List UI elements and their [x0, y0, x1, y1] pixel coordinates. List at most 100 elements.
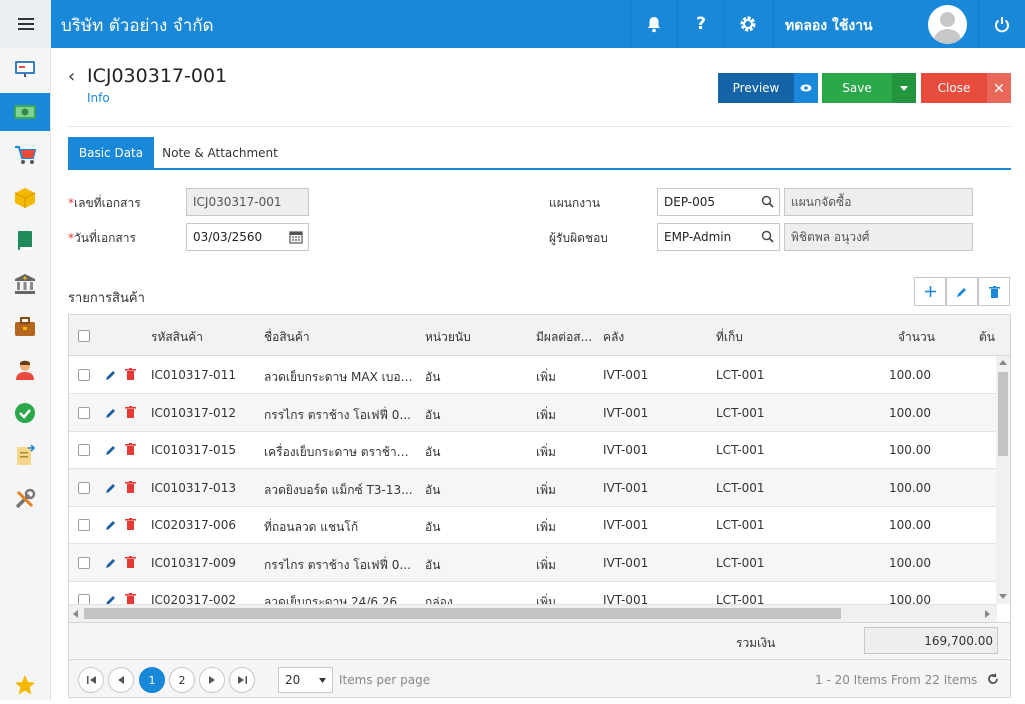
row-edit-pencil-icon[interactable]	[105, 407, 117, 419]
avatar[interactable]	[928, 5, 967, 44]
row-delete-trash-icon[interactable]	[125, 405, 136, 418]
doc-date-field[interactable]: 03/03/2560	[186, 223, 309, 251]
tab-basic-data[interactable]: Basic Data	[68, 137, 154, 168]
table-row[interactable]: IC010317-013 ลวดยิงบอร์ด แม็กซ์ T3-13... อ…	[69, 468, 997, 507]
close-button[interactable]: Close	[921, 73, 987, 103]
col-name[interactable]: ชื่อสินค้า	[264, 330, 310, 344]
help-icon[interactable]: ?	[696, 14, 706, 34]
power-icon[interactable]	[979, 0, 1025, 48]
notification-bell-icon[interactable]	[631, 0, 677, 48]
close-x-icon[interactable]	[987, 73, 1011, 103]
calendar-icon[interactable]	[289, 230, 303, 244]
horizontal-scroll-thumb[interactable]	[84, 608, 841, 619]
scroll-up-arrow-icon[interactable]	[999, 360, 1007, 365]
col-qty[interactable]: จำนวน	[898, 330, 935, 344]
row-delete-trash-icon[interactable]	[125, 518, 136, 530]
sidebar-item-presentation[interactable]	[0, 50, 50, 88]
row-delete-trash-icon[interactable]	[125, 443, 136, 455]
horizontal-scrollbar[interactable]	[69, 604, 997, 622]
owner-code-field[interactable]: EMP-Admin	[657, 223, 780, 251]
sidebar-item-favorites[interactable]	[0, 666, 50, 704]
sidebar-item-money[interactable]	[0, 93, 50, 131]
scroll-right-arrow-icon[interactable]	[985, 610, 990, 618]
sidebar-item-bank[interactable]	[0, 265, 50, 303]
vertical-scroll-thumb[interactable]	[998, 372, 1008, 456]
col-code[interactable]: รหัสสินค้า	[151, 330, 203, 344]
username[interactable]: ทดลอง ใช้งาน	[785, 18, 873, 34]
page-1-button[interactable]: 1	[139, 667, 165, 693]
tab-note-attachment[interactable]: Note & Attachment	[162, 145, 278, 160]
total-label: รวมเงิน	[736, 636, 776, 650]
row-checkbox[interactable]	[78, 481, 90, 494]
sidebar-item-approve[interactable]	[0, 394, 50, 432]
select-all-checkbox[interactable]	[78, 330, 90, 342]
next-page-icon[interactable]	[199, 667, 225, 693]
sidebar-item-cart[interactable]	[0, 136, 50, 174]
row-edit-pencil-icon[interactable]	[105, 444, 117, 456]
table-row[interactable]: IC010317-009 กรรไกร ตราช้าง โอเฟฟี่ 0... อ…	[69, 543, 997, 582]
cell-effect: เพิ่ม	[536, 370, 556, 384]
col-location[interactable]: ที่เก็บ	[716, 330, 743, 344]
add-row-button[interactable]	[914, 277, 946, 306]
row-checkbox[interactable]	[78, 556, 90, 569]
dept-code-field[interactable]: DEP-005	[657, 188, 780, 216]
table-row[interactable]: IC020317-002 ลวดเย็บกระดาษ 24/6 26 กล่อง เพ…	[69, 581, 997, 604]
row-edit-pencil-icon[interactable]	[105, 369, 117, 381]
row-delete-trash-icon[interactable]	[125, 593, 136, 604]
refresh-icon[interactable]	[987, 673, 999, 685]
doc-date-label: *วันที่เอกสาร	[68, 231, 136, 245]
row-edit-pencil-icon[interactable]	[105, 519, 117, 531]
scroll-down-arrow-icon[interactable]	[999, 594, 1007, 599]
page-2-button[interactable]: 2	[169, 667, 195, 693]
settings-gear-icon[interactable]	[725, 0, 771, 48]
cell-qty: 100.00	[889, 518, 931, 532]
table-row[interactable]: IC010317-015 เครื่องเย็บกระดาษ ตราช้าง ..…	[69, 431, 997, 469]
col-warehouse[interactable]: คลัง	[603, 330, 625, 344]
delete-row-button[interactable]	[978, 277, 1010, 306]
table-row[interactable]: IC020317-006 ที่ถอนลวด แชนโก้ อัน เพิ่ม IVT-…	[69, 506, 997, 544]
table-row[interactable]: IC010317-011 ลวดเย็บกระดาษ MAX เบอร์... อั…	[69, 356, 997, 394]
col-effect[interactable]: มีผลต่อส...	[536, 330, 593, 344]
cell-unit: อัน	[425, 370, 441, 384]
row-edit-pencil-icon[interactable]	[105, 482, 117, 494]
divider	[67, 126, 1011, 127]
preview-eye-icon[interactable]	[794, 73, 818, 103]
first-page-icon[interactable]	[78, 667, 104, 693]
row-checkbox[interactable]	[78, 519, 90, 531]
sidebar-item-export[interactable]	[0, 437, 50, 475]
row-checkbox[interactable]	[78, 369, 90, 381]
sidebar-item-book[interactable]	[0, 222, 50, 260]
cell-qty: 100.00	[889, 443, 931, 457]
sidebar-item-user[interactable]	[0, 351, 50, 389]
vertical-scrollbar[interactable]	[996, 356, 1010, 604]
save-dropdown-chevron-icon[interactable]	[892, 73, 916, 103]
row-delete-trash-icon[interactable]	[125, 480, 136, 493]
row-delete-trash-icon[interactable]	[125, 555, 136, 568]
save-button[interactable]: Save	[822, 73, 892, 103]
row-edit-pencil-icon[interactable]	[105, 594, 117, 604]
sidebar-item-briefcase[interactable]	[0, 308, 50, 346]
row-checkbox[interactable]	[78, 444, 90, 456]
row-checkbox[interactable]	[78, 406, 90, 419]
edit-row-button[interactable]	[946, 277, 978, 306]
page-size-select[interactable]: 20	[278, 667, 333, 693]
document-title: ICJ030317-001	[87, 65, 228, 87]
row-checkbox[interactable]	[78, 594, 90, 604]
row-delete-trash-icon[interactable]	[125, 368, 136, 380]
col-cost[interactable]: ต้น	[979, 330, 995, 344]
cell-name: ลวดเย็บกระดาษ MAX เบอร์...	[264, 370, 414, 384]
row-edit-pencil-icon[interactable]	[105, 557, 117, 569]
prev-page-icon[interactable]	[108, 667, 134, 693]
col-unit[interactable]: หน่วยนับ	[425, 330, 471, 344]
back-chevron-icon[interactable]: ‹	[68, 66, 76, 87]
preview-button[interactable]: Preview	[718, 73, 794, 103]
hamburger-menu-icon[interactable]	[0, 0, 51, 48]
sidebar-item-box[interactable]	[0, 179, 50, 217]
scroll-left-arrow-icon[interactable]	[73, 610, 78, 618]
cell-effect: เพิ่ม	[536, 407, 556, 422]
sidebar-item-tools[interactable]	[0, 480, 50, 518]
last-page-icon[interactable]	[229, 667, 255, 693]
search-icon[interactable]	[761, 195, 774, 208]
search-icon[interactable]	[761, 230, 774, 243]
table-row[interactable]: IC010317-012 กรรไกร ตราช้าง โอเฟฟี่ 0... อ…	[69, 393, 997, 432]
